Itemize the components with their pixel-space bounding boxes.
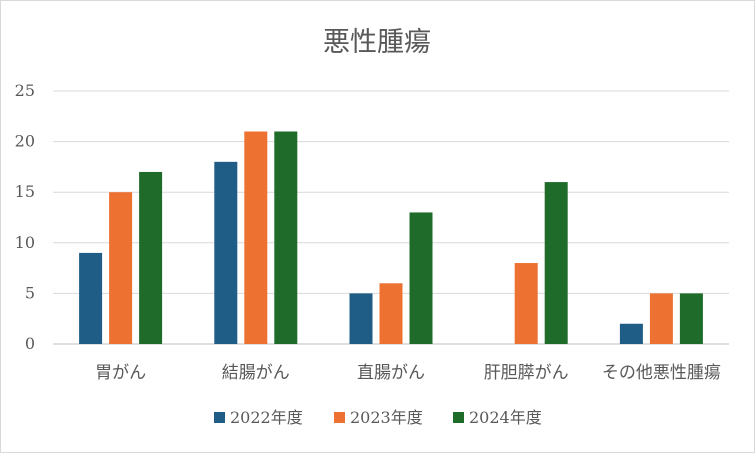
y-tick-label: 20 [15, 132, 35, 151]
legend-label: 2023年度 [350, 408, 423, 427]
legend-swatch [334, 412, 345, 423]
bars [79, 131, 703, 344]
y-tick-label: 5 [25, 283, 35, 302]
x-category-label: 胃がん [95, 363, 146, 383]
y-tick-label: 10 [15, 233, 35, 252]
legend-swatch [453, 412, 464, 423]
bar [109, 192, 133, 344]
bar [619, 323, 643, 344]
bar [514, 263, 538, 344]
bar [349, 293, 373, 344]
legend-label: 2024年度 [469, 408, 542, 427]
bar [409, 212, 433, 344]
y-tick-label: 0 [25, 334, 35, 353]
bar [544, 182, 568, 344]
bar [649, 293, 673, 344]
gridlines [53, 90, 729, 345]
bar [244, 131, 268, 344]
bar [214, 161, 238, 344]
x-category-label: 直腸がん [357, 363, 425, 383]
y-tick-label: 25 [15, 81, 35, 100]
x-axis-categories: 胃がん 結腸がん 直腸がん 肝胆膵がん その他悪性腫瘍 [95, 363, 721, 383]
bar [139, 171, 163, 344]
y-axis-ticks: 0 5 10 15 20 25 [15, 81, 35, 353]
bar [679, 293, 703, 344]
bar [379, 283, 403, 344]
x-category-label: 肝胆膵がん [484, 363, 569, 383]
y-tick-label: 15 [15, 182, 35, 201]
legend-swatch [214, 412, 225, 423]
bar [79, 252, 103, 344]
chart-title: 悪性腫瘍 [323, 27, 431, 58]
bar [274, 131, 298, 344]
legend-label: 2022年度 [230, 408, 303, 427]
x-category-label: その他悪性腫瘍 [602, 363, 721, 383]
legend: 2022年度 2023年度 2024年度 [214, 408, 542, 427]
x-category-label: 結腸がん [222, 363, 290, 383]
